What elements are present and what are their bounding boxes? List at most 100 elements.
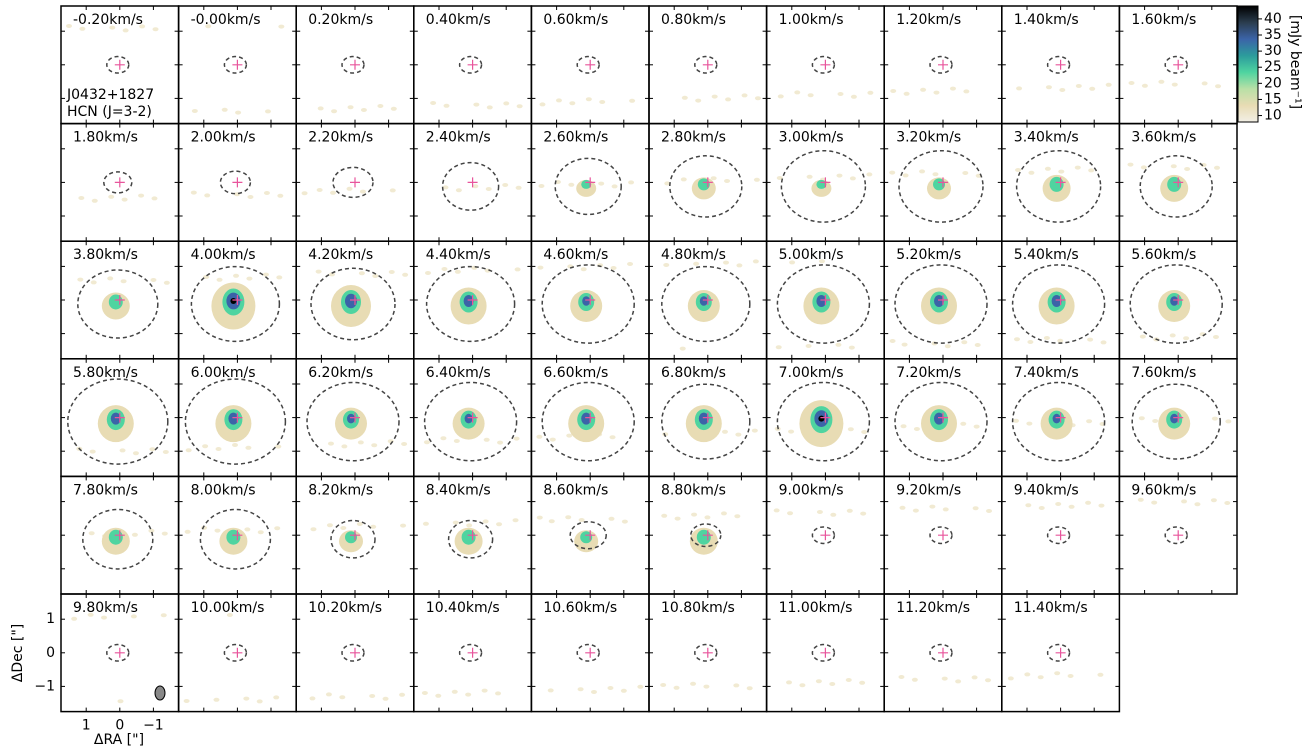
- noise-patch: [861, 430, 868, 434]
- emission: [818, 415, 825, 422]
- mask-contour: [694, 55, 718, 74]
- noise-patch: [451, 689, 458, 694]
- noise-patch: [789, 260, 796, 265]
- noise-patch: [204, 193, 211, 198]
- noise-patch: [929, 504, 936, 509]
- noise-patch: [245, 445, 252, 450]
- noise-patch: [736, 263, 743, 268]
- noise-patch: [1087, 337, 1094, 342]
- center-marker: [1173, 530, 1184, 541]
- noise-patch: [773, 508, 780, 513]
- noise-patch: [536, 515, 543, 520]
- emission: [1051, 295, 1062, 307]
- mask-contour: [780, 149, 867, 223]
- noise-patch: [316, 188, 323, 192]
- channel-label: 1.00km/s: [779, 12, 844, 28]
- noise-patch: [720, 511, 727, 516]
- mask-contour: [690, 523, 722, 548]
- noise-patch: [262, 272, 269, 277]
- channel-panel: 9.80km/s: [60, 593, 180, 713]
- noise-patch: [565, 515, 572, 520]
- noise-patch: [673, 685, 680, 690]
- noise-patch: [807, 93, 814, 98]
- x-tick-label: 0: [115, 718, 124, 734]
- channel-label: 6.40km/s: [426, 365, 491, 381]
- channel-panel: 7.40km/s: [1001, 358, 1121, 478]
- noise-patch: [971, 675, 978, 680]
- noise-patch: [161, 531, 168, 536]
- noise-patch: [1044, 166, 1051, 171]
- emission: [580, 531, 593, 544]
- noise-patch: [889, 339, 896, 343]
- noise-patch: [205, 24, 212, 29]
- channel-label: 1.40km/s: [1014, 12, 1079, 28]
- noise-patch: [628, 180, 635, 185]
- emission: [696, 529, 711, 545]
- noise-patch: [691, 512, 698, 517]
- noise-patch: [637, 684, 644, 689]
- mask-contour: [423, 381, 518, 462]
- channel-panel: 3.60km/s: [1118, 122, 1238, 242]
- noise-patch: [911, 677, 918, 682]
- channel-label: 5.40km/s: [1014, 247, 1079, 263]
- mask-contour: [310, 267, 396, 341]
- noise-patch: [215, 447, 222, 451]
- noise-patch: [815, 679, 822, 684]
- channel-label: 6.80km/s: [661, 365, 726, 381]
- channel-label: 0.80km/s: [661, 12, 726, 28]
- noise-patch: [753, 177, 760, 182]
- colorbar-label: [mJy beam⁻¹]: [1287, 15, 1303, 109]
- center-marker: [114, 177, 125, 188]
- noise-patch: [1171, 82, 1178, 87]
- channel-panel: 1.20km/s: [883, 5, 1003, 125]
- noise-patch: [1086, 419, 1093, 424]
- noise-patch: [555, 98, 562, 103]
- noise-patch: [356, 522, 363, 526]
- noise-patch: [599, 100, 606, 104]
- noise-patch: [1201, 81, 1208, 86]
- noise-patch: [835, 342, 842, 347]
- center-marker: [467, 59, 478, 70]
- center-marker: [820, 177, 831, 188]
- noise-patch: [452, 520, 459, 525]
- center-marker: [702, 647, 713, 658]
- noise-patch: [537, 265, 544, 270]
- center-marker: [1055, 647, 1066, 658]
- noise-patch: [399, 692, 406, 697]
- center-marker: [350, 647, 360, 658]
- noise-patch: [850, 94, 857, 99]
- noise-patch: [371, 443, 378, 448]
- noise-patch: [214, 528, 221, 533]
- noise-patch: [548, 519, 555, 524]
- center-marker: [820, 412, 831, 423]
- noise-patch: [1170, 164, 1177, 169]
- colorbar-tick-label: 35: [1264, 27, 1282, 43]
- noise-patch: [243, 696, 250, 701]
- noise-patch: [620, 688, 627, 693]
- channel-label: 3.00km/s: [779, 130, 844, 146]
- channel-panel: 10.20km/s: [295, 593, 415, 713]
- center-marker: [467, 530, 478, 541]
- mask-contour: [541, 381, 635, 462]
- noise-patch: [88, 531, 95, 536]
- noise-patch: [91, 198, 98, 203]
- noise-patch: [577, 687, 584, 692]
- noise-patch: [734, 514, 741, 519]
- noise-patch: [963, 89, 970, 94]
- mask-contour: [219, 170, 252, 195]
- center-marker: [820, 530, 831, 541]
- mask-contour: [82, 508, 154, 570]
- noise-patch: [627, 262, 634, 266]
- channel-label: 10.40km/s: [426, 600, 500, 616]
- center-marker: [350, 412, 360, 423]
- mask-contour: [1164, 55, 1188, 74]
- channel-label: 8.60km/s: [543, 482, 608, 498]
- mask-contour: [330, 519, 376, 559]
- noise-patch: [109, 25, 116, 30]
- noise-patch: [960, 421, 967, 426]
- noise-patch: [360, 108, 367, 112]
- channel-label: 3.60km/s: [1131, 130, 1196, 146]
- noise-patch: [1212, 335, 1219, 339]
- center-marker: [114, 295, 125, 305]
